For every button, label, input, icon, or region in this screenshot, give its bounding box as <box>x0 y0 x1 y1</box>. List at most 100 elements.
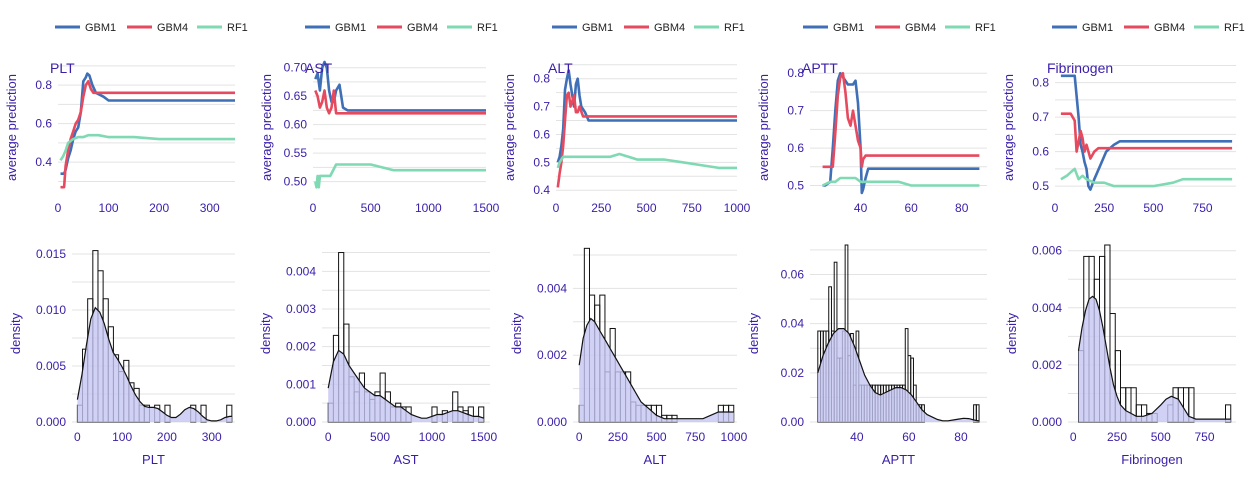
x-tick-label: 1000 <box>724 201 751 215</box>
x-tick-label: 500 <box>1143 201 1163 215</box>
x-tick-label: 500 <box>636 201 656 215</box>
x-tick-label: 200 <box>149 201 169 215</box>
density-panel-2: AST density 0.000 0.001 0.002 0.003 0.004 0 500 1… <box>258 252 497 467</box>
x-tick-label: 250 <box>608 430 628 444</box>
profile-panel-1: PLT average prediction 0.4 0.6 0.8 0 100 200 300 <box>4 60 235 215</box>
y-tick-label: 0.8 <box>787 66 804 80</box>
x-tick-label: 80 <box>954 430 968 444</box>
y-tick-label: 0.6 <box>35 117 52 131</box>
x-tick-label: 250 <box>591 201 611 215</box>
y-tick-label: 0.7 <box>787 104 804 118</box>
y-tick-label: 0.000 <box>286 415 316 429</box>
legend-2: GBM1 GBM4 RF1 <box>305 22 498 34</box>
legend-label-gbm4: GBM4 <box>1154 22 1185 34</box>
y-axis-label: density <box>1004 312 1019 354</box>
x-axis-label: APTT <box>882 452 915 467</box>
y-axis-label: average prediction <box>502 74 517 181</box>
y-tick-label: 0.001 <box>286 377 316 391</box>
x-tick-label: 300 <box>202 430 222 444</box>
series-line-gbm4 <box>822 71 980 169</box>
y-tick-label: 0.7 <box>1032 110 1049 124</box>
y-axis-label: density <box>8 312 23 354</box>
density-curve <box>578 317 734 420</box>
density-curve <box>1077 295 1231 420</box>
legend-label-gbm4: GBM4 <box>407 22 438 34</box>
y-tick-label: 0.7 <box>533 100 550 114</box>
legend-label-rf1: RF1 <box>477 22 498 34</box>
density-curve <box>817 328 980 422</box>
x-tick-label: 40 <box>854 201 868 215</box>
panel-title: ALT <box>548 60 573 76</box>
panel-title: Fibrinogen <box>1047 60 1113 76</box>
x-tick-label: 0 <box>74 430 81 444</box>
x-tick-label: 0 <box>1052 201 1059 215</box>
legend-5: GBM1 GBM4 RF1 <box>1052 22 1245 34</box>
x-tick-label: 0 <box>325 430 332 444</box>
profile-panel-4: APTT average prediction 0.5 0.6 0.7 0.8 40 60 80 <box>756 60 987 215</box>
x-tick-label: 1500 <box>470 430 497 444</box>
legend-label-gbm1: GBM1 <box>833 22 864 34</box>
y-tick-label: 0.70 <box>284 61 308 75</box>
x-tick-label: 750 <box>682 201 702 215</box>
x-tick-label: 250 <box>1107 430 1127 444</box>
y-tick-label: 0.65 <box>284 89 308 103</box>
panel-title: AST <box>305 60 333 76</box>
legend-label-gbm1: GBM1 <box>85 22 116 34</box>
series-line-gbm1 <box>556 69 737 163</box>
x-tick-label: 500 <box>1151 430 1171 444</box>
x-tick-label: 0 <box>55 201 62 215</box>
x-tick-label: 1000 <box>415 201 442 215</box>
series-line-gbm1 <box>314 60 486 112</box>
x-tick-label: 250 <box>1094 201 1114 215</box>
y-tick-label: 0.5 <box>533 155 550 169</box>
y-tick-label: 0.00 <box>781 415 805 429</box>
y-axis-label: density <box>509 312 524 354</box>
x-tick-label: 200 <box>157 430 177 444</box>
legend-label-gbm4: GBM4 <box>905 22 936 34</box>
y-axis-label: average prediction <box>259 74 274 181</box>
density-area <box>328 350 484 422</box>
panel-title: PLT <box>50 60 75 76</box>
series-line-gbm4 <box>1060 112 1233 160</box>
y-tick-label: 0.8 <box>533 72 550 86</box>
x-tick-label: 100 <box>112 430 132 444</box>
x-tick-label: 80 <box>955 201 969 215</box>
x-axis-label: PLT <box>142 452 165 467</box>
legend-label-gbm4: GBM4 <box>654 22 685 34</box>
x-tick-label: 0 <box>1070 430 1077 444</box>
y-tick-label: 0.8 <box>35 78 52 92</box>
profile-panel-2: AST average prediction 0.50 0.55 0.60 0.65 0.7… <box>259 60 500 215</box>
y-tick-label: 0.04 <box>781 317 805 331</box>
legend-4: GBM1 GBM4 RF1 <box>803 22 996 34</box>
x-tick-label: 500 <box>370 430 390 444</box>
x-tick-label: 750 <box>1194 430 1214 444</box>
x-axis-label: ALT <box>644 452 667 467</box>
y-tick-label: 0.8 <box>1032 76 1049 90</box>
series-line-rf1 <box>59 133 235 162</box>
legend-1: GBM1 GBM4 RF1 <box>55 22 248 34</box>
y-tick-label: 0.004 <box>537 281 567 295</box>
x-axis-label: Fibrinogen <box>1121 452 1182 467</box>
y-tick-label: 0.015 <box>36 247 66 261</box>
legend-label-rf1: RF1 <box>227 22 248 34</box>
legend-3: GBM1 GBM4 RF1 <box>552 22 745 34</box>
y-tick-label: 0.010 <box>36 303 66 317</box>
x-tick-label: 60 <box>902 430 916 444</box>
legend-label-rf1: RF1 <box>724 22 745 34</box>
density-panel-3: ALT density 0.000 0.002 0.004 0 250 500 750 1000 <box>509 247 748 467</box>
histogram-bar <box>975 404 980 423</box>
y-tick-label: 0.004 <box>1032 301 1062 315</box>
x-tick-label: 500 <box>361 201 381 215</box>
y-tick-label: 0.4 <box>35 155 52 169</box>
y-tick-label: 0.000 <box>537 415 567 429</box>
density-panel-1: PLT density 0.000 0.005 0.010 0.015 0 100 200 300 <box>8 247 235 467</box>
y-tick-label: 0.005 <box>36 359 66 373</box>
y-tick-label: 0.4 <box>533 183 550 197</box>
y-tick-label: 0.003 <box>286 302 316 316</box>
y-tick-label: 0.02 <box>781 366 805 380</box>
density-panel-4: APTT density 0.00 0.02 0.04 0.06 40 60 80 <box>746 244 987 467</box>
y-tick-label: 0.000 <box>36 415 66 429</box>
y-tick-label: 0.6 <box>1032 145 1049 159</box>
